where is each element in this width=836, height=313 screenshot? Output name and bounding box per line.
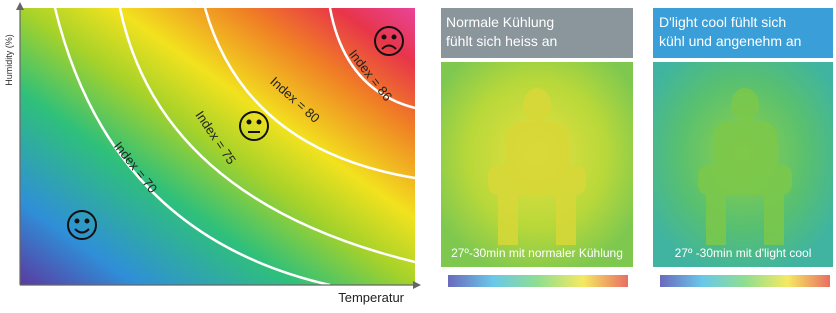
y-axis-label: Humidity (%) bbox=[4, 34, 14, 86]
color-scale bbox=[448, 275, 628, 287]
panel-title: fühlt sich heiss an bbox=[446, 33, 557, 49]
page: Index = 70 Index = 75 Index = 80 Index =… bbox=[0, 0, 836, 308]
x-axis-label: Temperatur bbox=[338, 290, 404, 305]
panel-caption: 27º -30min mit d'light cool bbox=[675, 246, 812, 260]
panel-title: kühl und angenehm an bbox=[659, 33, 801, 49]
color-scale bbox=[660, 275, 830, 287]
panel-caption: 27º-30min mit normaler Kühlung bbox=[451, 246, 623, 260]
panel-title: Normale Kühlung bbox=[446, 14, 554, 30]
panel-title: D'light cool fühlt sich bbox=[659, 14, 786, 30]
